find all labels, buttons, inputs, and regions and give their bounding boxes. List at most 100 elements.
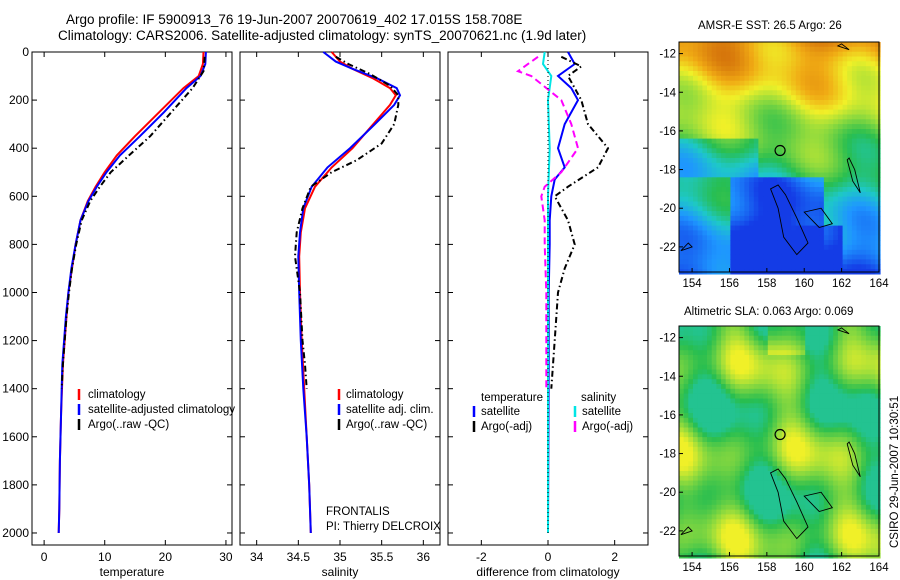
sla_map-cell — [795, 345, 802, 351]
sla_map-cell — [781, 408, 788, 414]
sst_map-cell — [805, 191, 811, 198]
sla_map-cell — [777, 543, 783, 549]
sst_map-cell — [683, 148, 689, 154]
sst_map-cell — [842, 225, 848, 231]
sst_map-cell — [739, 220, 745, 227]
sst_map-cell — [711, 264, 717, 270]
sla_map-cell — [683, 485, 689, 491]
sst_map-cell — [683, 95, 689, 101]
sla_map-cell — [828, 451, 834, 457]
sla_map-cell — [739, 369, 745, 375]
sst_map-cell — [856, 80, 862, 87]
sla_map-cell — [828, 326, 834, 332]
sla_map-cell — [721, 388, 727, 395]
sst_map-cell — [683, 259, 689, 265]
sla_map-cell — [870, 326, 876, 332]
sst_map-cell — [711, 162, 717, 169]
sst_map-cell — [679, 249, 685, 256]
sst_map-cell — [795, 124, 802, 130]
sst_map-cell — [842, 90, 848, 96]
sst_map-cell — [828, 259, 834, 265]
sst_map-cell — [725, 264, 731, 270]
sst_map-cell — [697, 264, 703, 270]
sla_map-cell — [777, 413, 783, 419]
sst_map-cell — [847, 259, 853, 265]
sla_map-cell — [781, 345, 788, 351]
sst_map-cell — [865, 249, 872, 256]
sst_map-cell — [753, 138, 760, 144]
sla_map-cell — [851, 369, 858, 375]
sst_map-cell — [735, 114, 741, 120]
sla_map-cell — [758, 480, 764, 486]
sst_map-cell — [697, 162, 703, 169]
sst_map-cell — [679, 259, 685, 265]
sst_map-cell — [702, 56, 708, 62]
sst_map-cell — [744, 206, 750, 212]
sst_map-cell — [744, 215, 750, 222]
sst_map-cell — [679, 182, 685, 188]
sla_map-cell — [716, 504, 722, 511]
sla_map-cell — [791, 393, 797, 399]
sla_map-cell — [809, 437, 816, 443]
sla_map-cell — [716, 475, 722, 482]
sla_map-cell — [707, 509, 713, 515]
sst_map-cell — [772, 109, 778, 115]
sst_map-cell — [749, 114, 755, 120]
sst_map-cell — [767, 220, 774, 227]
sst_map-cell — [749, 196, 755, 202]
sla_map-cell — [744, 543, 750, 549]
sla_map-cell — [842, 533, 848, 540]
sla_map-cell — [795, 490, 802, 496]
sst_map-cell — [851, 104, 858, 111]
sst_map-cell — [688, 211, 694, 217]
sla_map-cell — [697, 499, 703, 506]
sst_map-cell — [693, 254, 699, 260]
sla_map-cell — [707, 461, 713, 467]
sst_map-cell — [739, 182, 745, 188]
sst_map-cell — [707, 80, 713, 87]
sla_map-cell — [865, 514, 872, 520]
sla_map-cell — [851, 466, 858, 472]
sst_map-cell — [777, 90, 783, 96]
sst_map-cell — [707, 172, 713, 178]
sst_map-cell — [865, 119, 872, 125]
sst_map-cell — [861, 85, 867, 91]
sla_map-cell — [805, 495, 811, 501]
sla_map-cell — [725, 442, 731, 448]
sst_map-cell — [814, 264, 820, 270]
sla_map-cell — [758, 345, 764, 351]
sst_map-cell — [693, 264, 699, 270]
sst_map-cell — [837, 249, 844, 256]
sst_map-cell — [688, 100, 694, 106]
sst_map-cell — [837, 114, 844, 120]
sst_map-cell — [777, 172, 783, 178]
sla_map-cell — [753, 471, 760, 477]
sla_map-cell — [707, 528, 713, 535]
sla_map-cell — [847, 446, 853, 453]
sst_map-cell — [809, 109, 816, 115]
sla_map-cell — [683, 388, 689, 395]
sst_map-cell — [777, 119, 783, 125]
sla_map-cell — [791, 335, 797, 342]
sst_map-cell — [786, 85, 792, 91]
sla_map-cell — [711, 413, 717, 419]
sla_map-cell — [772, 504, 778, 511]
sla_map-cell — [697, 442, 703, 448]
sla_map-cell — [795, 466, 802, 472]
sla_map-cell — [725, 480, 731, 486]
sst_map-cell — [679, 191, 685, 198]
sla_map-cell — [711, 388, 717, 395]
sla_map-cell — [711, 326, 717, 332]
sla_map-cell — [744, 528, 750, 535]
sla_map-cell — [758, 509, 764, 515]
sst_map-cell — [711, 119, 717, 125]
sst_map-cell — [828, 114, 834, 120]
sst_map-cell — [800, 196, 806, 202]
sst_map-cell — [767, 85, 774, 91]
sla_map-cell — [777, 466, 783, 472]
sst_map-cell — [763, 42, 769, 48]
sst_map-cell — [823, 220, 830, 227]
sla_map-cell — [758, 413, 764, 419]
sla_map-cell — [711, 432, 717, 438]
sla_map-cell — [823, 519, 830, 525]
